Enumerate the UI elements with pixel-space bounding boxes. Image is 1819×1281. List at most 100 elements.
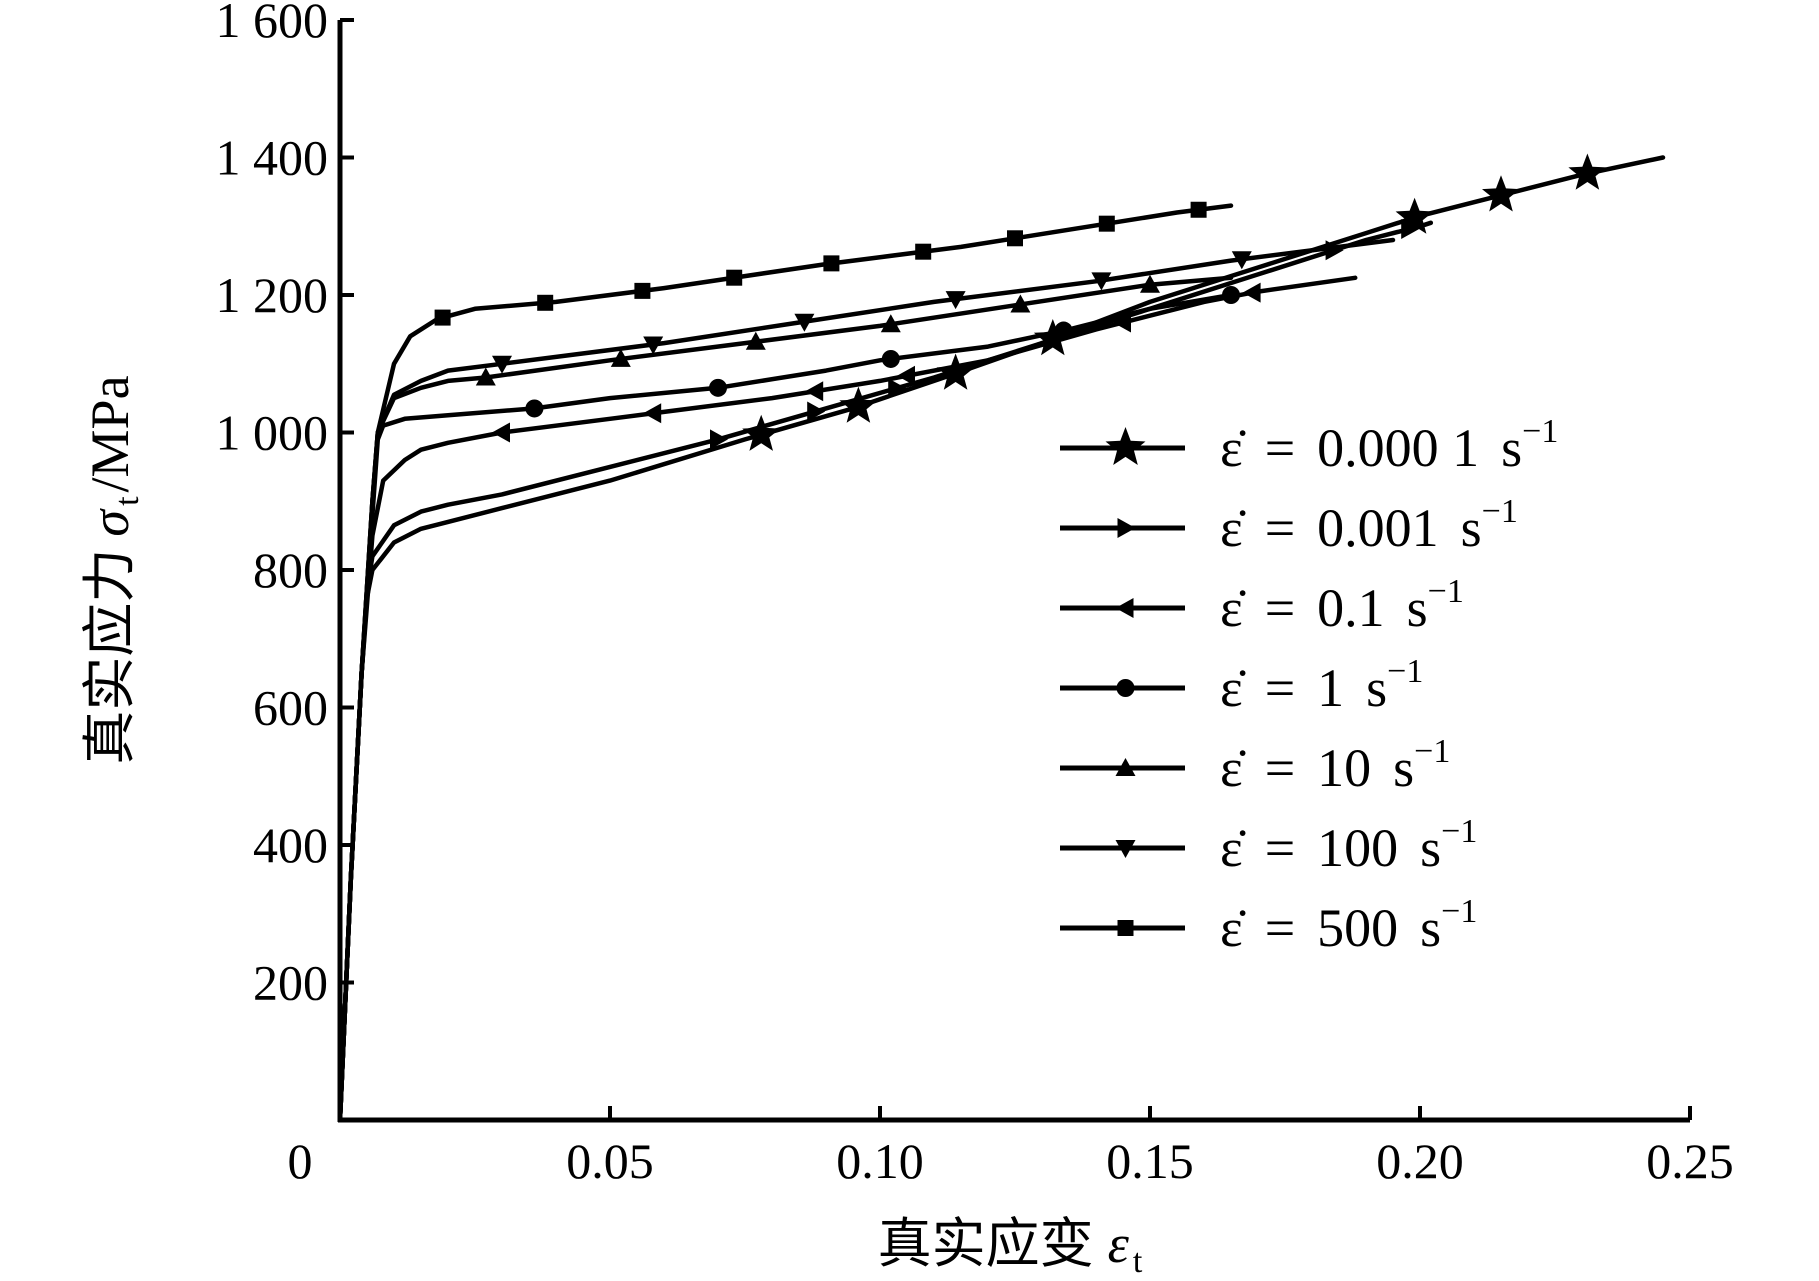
legend-value: 10 (1317, 738, 1371, 798)
legend-exponent: −1 (1441, 893, 1477, 930)
series-6 (337, 201, 1234, 1123)
legend-label: ε̇ = 100 s−1 (1220, 813, 1477, 878)
data-point-marker (807, 401, 826, 422)
data-point-marker (1231, 251, 1252, 270)
x-tick-label: 0.20 (1376, 1133, 1464, 1189)
y-axis-symbol: σ (80, 508, 140, 537)
y-axis-title-text: 真实应力 (80, 549, 140, 765)
legend: ε̇ = 0.000 1 s−1ε̇ = 0.001 s−1ε̇ = 0.1 s−1ε̇ = 1 s−1… (1060, 413, 1558, 958)
legend-equals: = (1265, 418, 1295, 478)
axes (337, 20, 1690, 1123)
legend-exponent: −1 (1441, 813, 1477, 850)
x-axis-title: 真实应变 ε t (878, 1214, 1143, 1280)
data-point-marker (710, 429, 728, 450)
legend-value: 0.000 1 (1317, 418, 1479, 478)
data-point-marker (1010, 294, 1031, 313)
legend-item: ε̇ = 500 s−1 (1060, 893, 1477, 958)
legend-unit: s (1501, 418, 1522, 478)
data-point-marker (1054, 321, 1073, 340)
y-axis-unit: /MPa (80, 375, 140, 492)
series-layer (337, 153, 1666, 1123)
data-point-marker (1113, 312, 1131, 333)
legend-unit: s (1420, 898, 1441, 958)
legend-unit: s (1461, 498, 1482, 558)
legend-symbol: ε̇ (1220, 738, 1246, 798)
legend-value: 100 (1317, 818, 1398, 878)
legend-marker (1115, 598, 1134, 618)
svg-text:真实应变 ε t: 真实应变 ε t (878, 1214, 1143, 1280)
data-point-marker (434, 309, 451, 326)
data-point-marker (643, 336, 664, 355)
data-point-marker (915, 243, 932, 260)
legend-exponent: −1 (1482, 493, 1518, 530)
data-point-marker (492, 355, 512, 374)
legend-symbol: ε̇ (1220, 898, 1246, 958)
legend-marker (1115, 758, 1136, 776)
x-axis-symbol: ε (1108, 1214, 1130, 1274)
data-point-marker (1222, 286, 1240, 304)
legend-symbol: ε̇ (1220, 658, 1246, 718)
legend-equals: = (1265, 658, 1295, 718)
data-point-marker (794, 313, 815, 332)
data-point-marker (1033, 319, 1072, 356)
legend-equals: = (1265, 818, 1295, 878)
data-point-marker (742, 414, 781, 451)
legend-item: ε̇ = 1 s−1 (1060, 653, 1423, 718)
legend-item: ε̇ = 0.1 s−1 (1060, 573, 1464, 638)
data-point-marker (492, 422, 510, 443)
data-point-marker (805, 381, 824, 402)
y-tick-label: 200 (253, 955, 328, 1011)
series-3 (337, 286, 1240, 1123)
series-line (337, 203, 1234, 1123)
y-tick-label: 800 (253, 542, 328, 598)
data-point-marker (1482, 175, 1520, 212)
legend-equals: = (1265, 738, 1295, 798)
data-point-marker (709, 378, 727, 397)
x-ticks: 0 0.05 0.10 0.15 0.20 0.25 (288, 1106, 1734, 1189)
legend-unit: s (1366, 658, 1387, 718)
y-axis-subscript: t (109, 496, 146, 506)
legend-value: 1 (1317, 658, 1344, 718)
data-point-marker (880, 314, 901, 333)
data-point-marker (839, 386, 878, 423)
legend-symbol: ε̇ (1220, 578, 1246, 638)
legend-marker (1105, 427, 1146, 465)
legend-unit: s (1420, 818, 1441, 878)
data-point-marker (1568, 153, 1607, 190)
legend-label: ε̇ = 0.001 s−1 (1220, 493, 1518, 558)
x-axis-title-text: 真实应变 (878, 1214, 1094, 1274)
data-point-marker (888, 378, 907, 399)
x-tick-label: 0.15 (1106, 1133, 1194, 1189)
data-point-marker (945, 291, 966, 310)
data-point-marker (1140, 274, 1160, 293)
legend-label: ε̇ = 10 s−1 (1220, 733, 1450, 798)
data-point-marker (643, 403, 662, 424)
legend-equals: = (1265, 578, 1295, 638)
legend-exponent: −1 (1428, 573, 1464, 610)
data-point-marker (1395, 197, 1434, 234)
legend-marker (1117, 920, 1134, 936)
y-axis-title: 真实应力 σ t /MPa (80, 375, 146, 764)
data-point-marker (1190, 201, 1207, 218)
data-point-marker (634, 282, 651, 299)
data-point-marker (1098, 215, 1115, 232)
legend-exponent: −1 (1414, 733, 1450, 770)
x-tick-label: 0.25 (1646, 1133, 1734, 1189)
data-point-marker (726, 269, 743, 286)
legend-label: ε̇ = 0.000 1 s−1 (1220, 413, 1558, 478)
legend-exponent: −1 (1522, 413, 1558, 450)
x-tick-label: 0.05 (566, 1133, 654, 1189)
legend-item: ε̇ = 0.000 1 s−1 (1060, 413, 1558, 478)
y-ticks: 200 400 600 800 1 000 1 200 1 400 1 600 (216, 0, 354, 1011)
x-tick-label: 0 (288, 1133, 313, 1189)
series-line (337, 275, 1234, 1123)
legend-symbol: ε̇ (1220, 818, 1246, 878)
legend-marker (1116, 679, 1135, 697)
x-axis-subscript: t (1133, 1243, 1143, 1280)
legend-item: ε̇ = 10 s−1 (1060, 733, 1450, 798)
legend-unit: s (1407, 578, 1428, 638)
legend-symbol: ε̇ (1220, 498, 1246, 558)
data-point-marker (823, 255, 840, 272)
legend-item: ε̇ = 100 s−1 (1060, 813, 1477, 878)
